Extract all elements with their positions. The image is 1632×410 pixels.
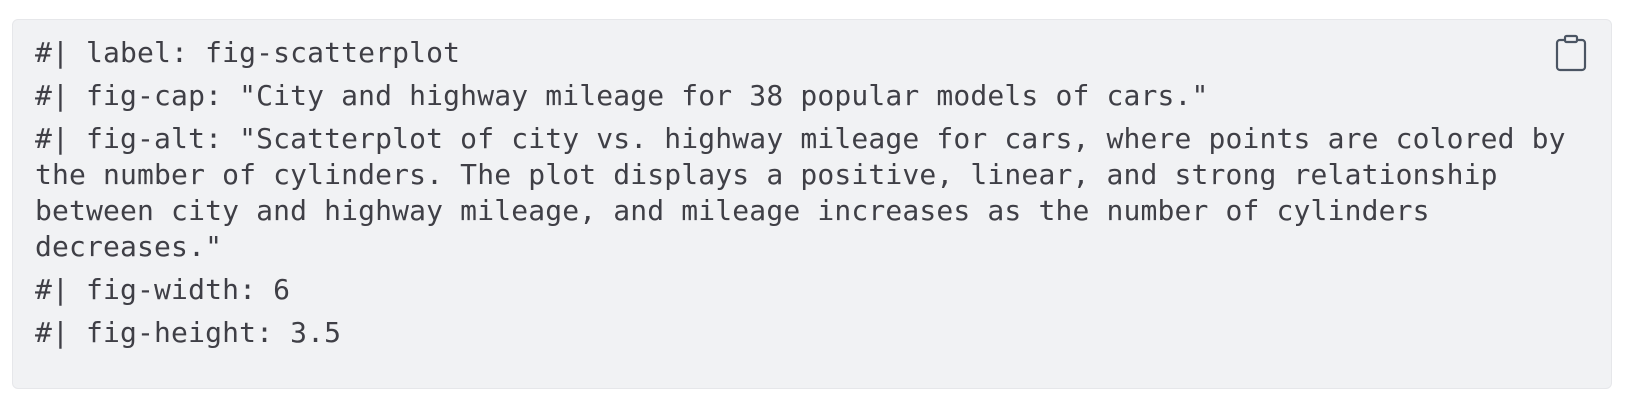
code-line-fig-height: #| fig-height: 3.5	[35, 316, 342, 349]
code-line-fig-cap: #| fig-cap: "City and highway mileage fo…	[35, 79, 1209, 112]
clipboard-icon	[1555, 34, 1587, 72]
code-line-fig-alt: #| fig-alt: "Scatterplot of city vs. hig…	[35, 122, 1583, 263]
code-line-fig-width: #| fig-width: 6	[35, 273, 291, 306]
copy-button[interactable]	[1555, 34, 1589, 72]
code-content: #| label: fig-scatterplot #| fig-cap: "C…	[35, 35, 1580, 358]
code-block: #| label: fig-scatterplot #| fig-cap: "C…	[12, 19, 1612, 389]
code-line-label: #| label: fig-scatterplot	[35, 36, 461, 69]
